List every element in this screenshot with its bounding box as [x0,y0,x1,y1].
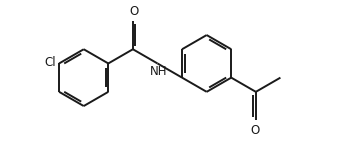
Text: O: O [129,5,138,18]
Text: NH: NH [150,65,168,78]
Text: O: O [250,123,260,136]
Text: Cl: Cl [45,56,56,69]
